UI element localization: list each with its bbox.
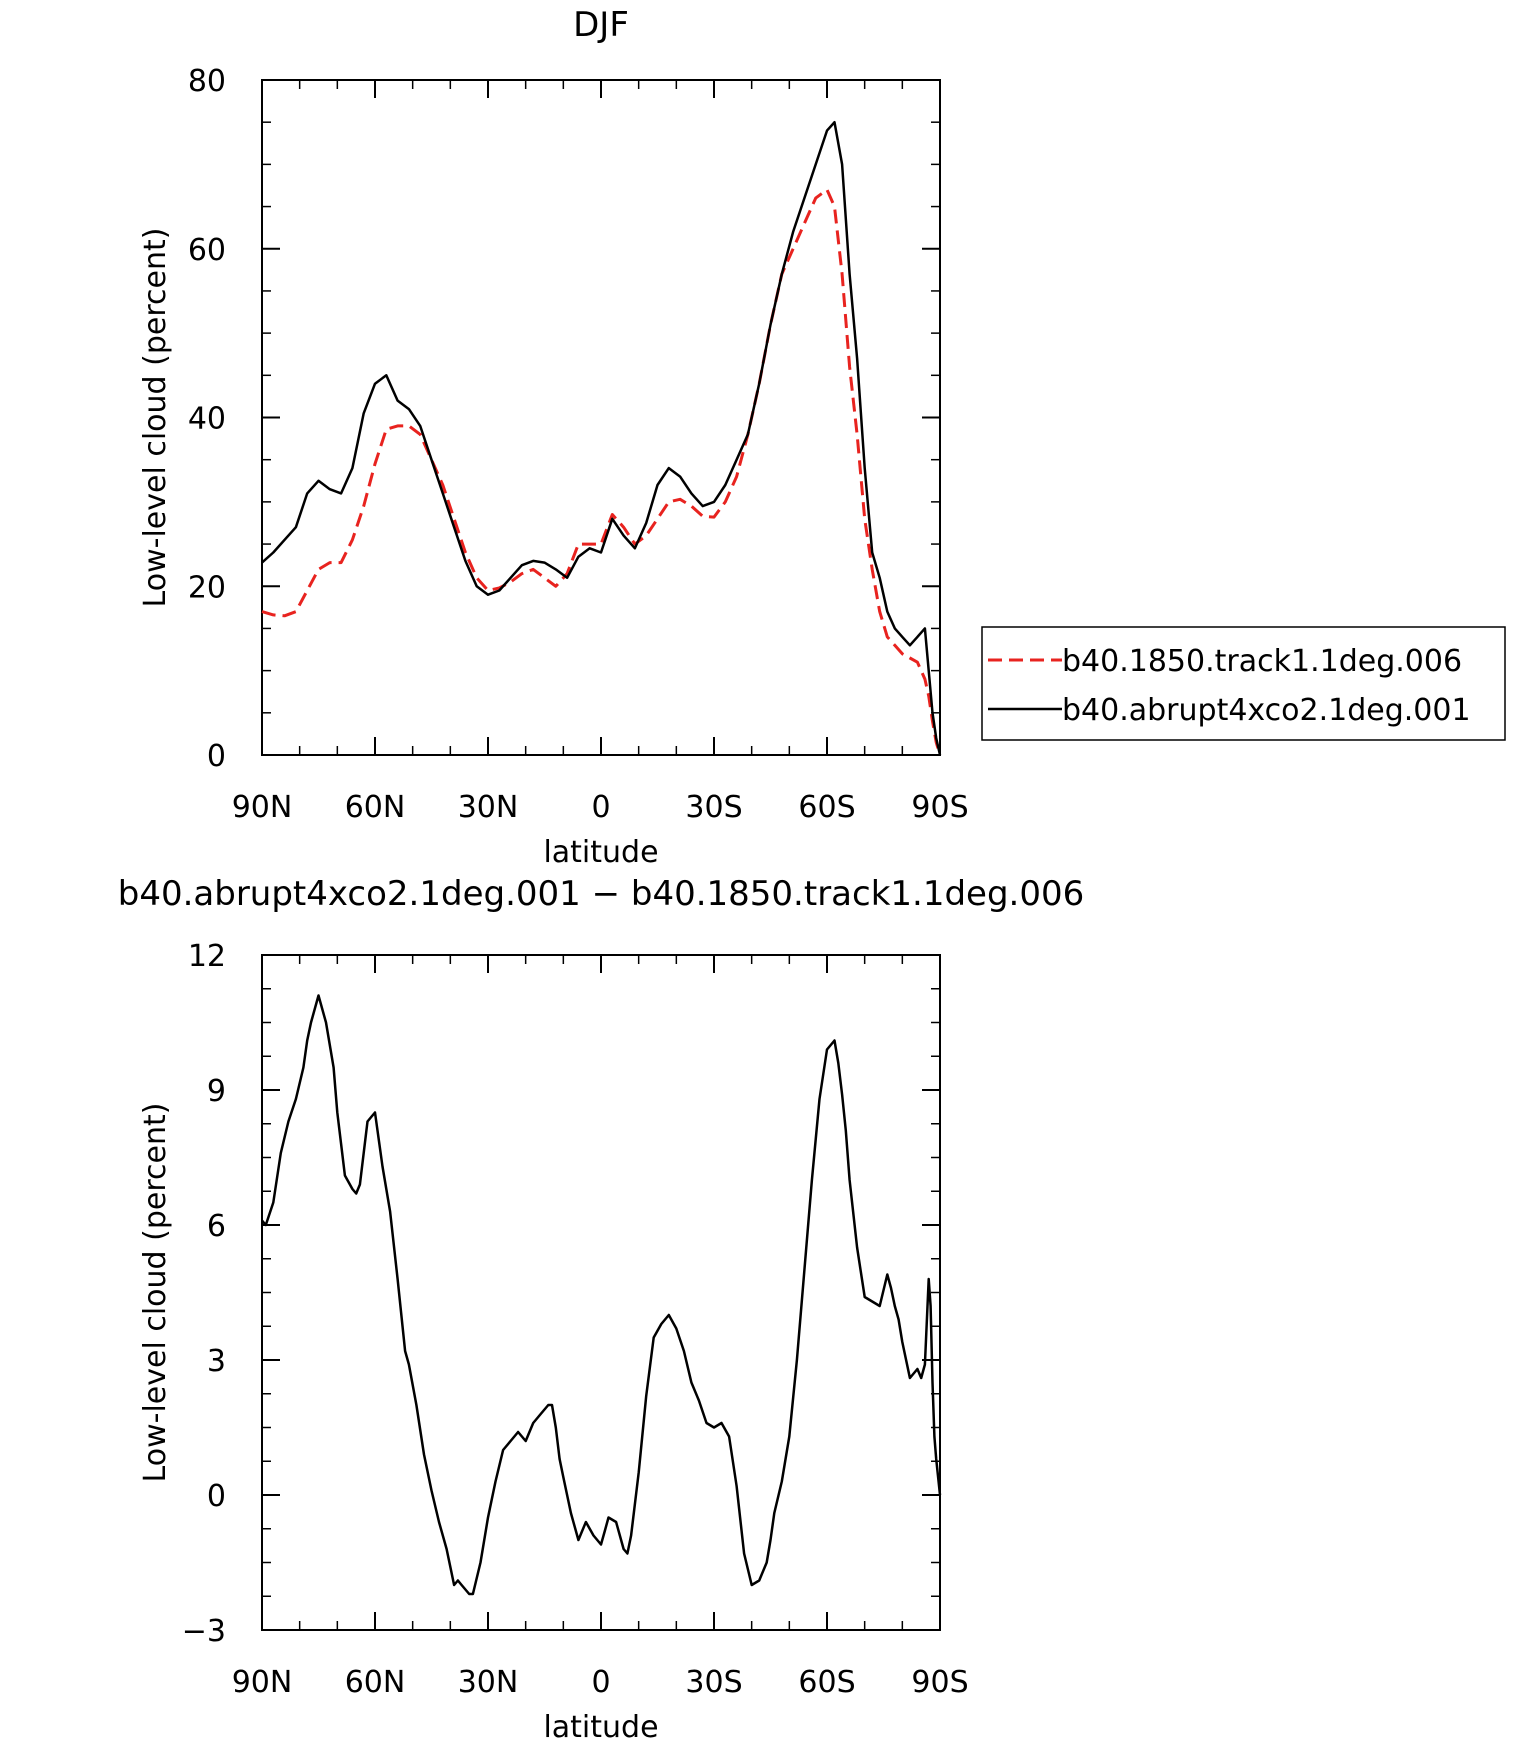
x-tick-label: 60S bbox=[798, 1665, 855, 1700]
bottom-panel: b40.abrupt4xco2.1deg.001 − b40.1850.trac… bbox=[118, 874, 1085, 1743]
x-tick-label: 60N bbox=[345, 790, 406, 825]
x-axis-label: latitude bbox=[543, 835, 658, 870]
y-tick-label: 6 bbox=[207, 1209, 226, 1244]
x-axis-label: latitude bbox=[543, 1710, 658, 1743]
x-tick-label: 90S bbox=[911, 790, 968, 825]
series-line-1 bbox=[261, 994, 942, 1596]
y-tick-label: 40 bbox=[188, 402, 226, 437]
x-tick-label: 0 bbox=[591, 790, 610, 825]
chart-title: DJF bbox=[573, 5, 629, 45]
series-line-1 bbox=[261, 188, 942, 756]
y-axis-label: Low-level cloud (percent) bbox=[138, 1103, 173, 1483]
chart-title: b40.abrupt4xco2.1deg.001 − b40.1850.trac… bbox=[118, 874, 1085, 914]
y-tick-label: 80 bbox=[188, 64, 226, 99]
y-tick-label: 0 bbox=[207, 1479, 226, 1514]
x-tick-label: 30S bbox=[685, 1665, 742, 1700]
x-tick-label: 90N bbox=[232, 1665, 293, 1700]
y-tick-label: 9 bbox=[207, 1074, 226, 1109]
x-tick-label: 60S bbox=[798, 790, 855, 825]
legend-label-series-2: b40.abrupt4xco2.1deg.001 bbox=[1062, 693, 1471, 728]
y-tick-label: −3 bbox=[182, 1614, 226, 1649]
y-tick-label: 60 bbox=[188, 233, 226, 268]
legend: b40.1850.track1.1deg.006 b40.abrupt4xco2… bbox=[981, 626, 1506, 741]
y-axis-label: Low-level cloud (percent) bbox=[138, 228, 173, 608]
legend-label-series-1: b40.1850.track1.1deg.006 bbox=[1062, 644, 1462, 679]
y-tick-label: 0 bbox=[207, 739, 226, 774]
x-tick-label: 30N bbox=[458, 1665, 519, 1700]
x-tick-label: 30N bbox=[458, 790, 519, 825]
top-panel: DJF 90N 60N 30N 0 30S 60S 90S 0 20 40 60 80 latitude L… bbox=[138, 5, 969, 870]
x-tick-label: 90N bbox=[232, 790, 293, 825]
x-tick-label: 60N bbox=[345, 1665, 406, 1700]
legend-box bbox=[981, 626, 1506, 741]
y-tick-label: 12 bbox=[188, 939, 226, 974]
x-tick-label: 0 bbox=[591, 1665, 610, 1700]
x-tick-label: 30S bbox=[685, 790, 742, 825]
y-tick-label: 20 bbox=[188, 570, 226, 605]
y-tick-label: 3 bbox=[207, 1344, 226, 1379]
series-line-2 bbox=[261, 120, 942, 756]
x-tick-label: 90S bbox=[911, 1665, 968, 1700]
